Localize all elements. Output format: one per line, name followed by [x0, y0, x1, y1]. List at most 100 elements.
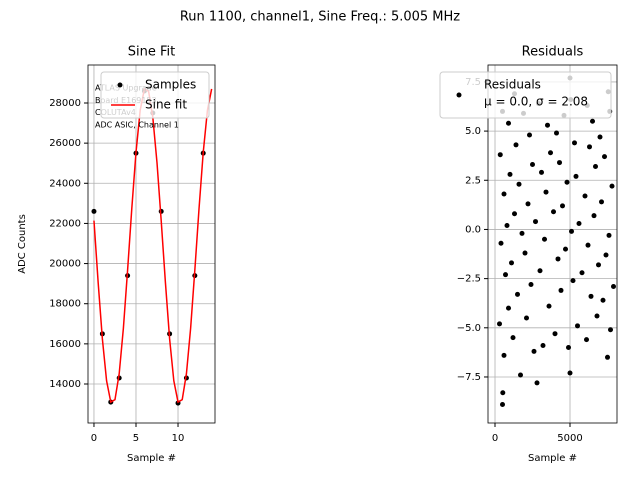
- data-point: [91, 208, 97, 214]
- y-tick-label: 26000: [49, 138, 81, 149]
- axes-frame: [487, 64, 618, 424]
- axes-title: Sine Fit: [128, 45, 175, 60]
- data-point: [509, 260, 515, 266]
- data-point: [546, 303, 552, 309]
- data-point: [593, 163, 599, 169]
- data-point: [600, 297, 606, 303]
- data-point: [539, 169, 545, 175]
- data-point: [527, 132, 533, 138]
- data-point: [579, 270, 585, 276]
- data-point: [525, 201, 531, 207]
- data-point: [585, 242, 591, 248]
- data-point: [528, 282, 534, 288]
- y-tick-label: 5.0: [465, 126, 481, 137]
- data-point: [497, 152, 503, 158]
- data-point: [537, 268, 543, 274]
- y-tick-label: 22000: [49, 218, 81, 229]
- legend-label: Samples: [145, 78, 196, 92]
- y-tick-label: 2.5: [465, 175, 481, 186]
- y-tick-label: 0.0: [465, 224, 481, 235]
- data-point: [563, 246, 569, 252]
- data-point: [603, 252, 609, 258]
- data-point: [507, 171, 513, 177]
- y-tick-label: 14000: [49, 379, 81, 390]
- y-axis-label: ADC Counts: [17, 214, 28, 274]
- data-point: [567, 370, 573, 376]
- data-point: [501, 191, 507, 197]
- y-tick-label: −7.5: [457, 372, 481, 383]
- data-point: [596, 262, 602, 268]
- figure-title: Run 1100, channel1, Sine Freq.: 5.005 MH…: [180, 10, 460, 25]
- data-point: [531, 348, 537, 354]
- annotation: ADC ASIC, Channel 1: [95, 120, 179, 129]
- data-point: [590, 118, 596, 124]
- data-point: [548, 150, 554, 156]
- y-tick-label: 18000: [49, 299, 81, 310]
- data-point: [503, 272, 509, 278]
- x-tick-label: 5: [133, 433, 139, 444]
- data-point: [566, 344, 572, 350]
- data-point: [570, 278, 576, 284]
- x-tick-label: 0: [492, 433, 498, 444]
- data-point: [594, 313, 600, 319]
- data-point: [545, 122, 551, 128]
- data-point: [519, 230, 525, 236]
- data-point: [500, 402, 506, 408]
- data-point: [591, 213, 597, 219]
- data-point: [609, 183, 615, 189]
- data-point: [522, 250, 528, 256]
- data-point: [542, 236, 548, 242]
- data-point: [500, 390, 506, 396]
- data-point: [512, 211, 518, 217]
- axes-frame: [87, 64, 216, 424]
- legend-box: [100, 71, 210, 119]
- legend-label: Residuals: [484, 78, 541, 92]
- data-point: [543, 189, 549, 195]
- data-point: [524, 315, 530, 321]
- data-point: [555, 256, 561, 262]
- data-point: [560, 203, 566, 209]
- legend-stats: μ = 0.0, σ = 2.08: [484, 95, 588, 109]
- data-point: [510, 335, 516, 341]
- data-point: [597, 134, 603, 140]
- data-point: [497, 321, 503, 327]
- data-point: [530, 162, 536, 168]
- data-point: [554, 130, 560, 136]
- data-point: [608, 327, 614, 333]
- y-tick-label: −5.0: [457, 323, 481, 334]
- x-tick-label: 10: [172, 433, 185, 444]
- x-axis-label: Sample #: [127, 453, 176, 464]
- data-point: [533, 219, 539, 225]
- x-tick-label: 5000: [557, 433, 582, 444]
- data-point: [534, 380, 540, 386]
- data-point: [498, 240, 504, 246]
- legend-box: [439, 71, 612, 119]
- data-point: [557, 160, 563, 166]
- x-tick-label: 0: [91, 433, 97, 444]
- data-point: [582, 193, 588, 199]
- data-point: [576, 221, 582, 227]
- fit-line: [93, 87, 213, 404]
- data-point: [599, 199, 605, 205]
- data-point: [506, 305, 512, 311]
- y-tick-label: −2.5: [457, 274, 481, 285]
- data-point: [575, 323, 581, 329]
- data-point: [540, 342, 546, 348]
- data-point: [552, 331, 558, 337]
- data-point: [513, 142, 519, 148]
- data-point: [558, 287, 564, 293]
- y-tick-label: 16000: [49, 339, 81, 350]
- data-point: [569, 228, 575, 234]
- data-point: [606, 232, 612, 238]
- data-point: [605, 354, 611, 360]
- data-point: [602, 154, 608, 160]
- data-point: [573, 173, 579, 179]
- data-point: [504, 223, 510, 229]
- data-point: [506, 120, 512, 126]
- y-tick-label: 28000: [49, 98, 81, 109]
- legend-label: Sine fit: [145, 98, 187, 112]
- data-point: [564, 179, 570, 185]
- legend-marker: [117, 82, 123, 88]
- data-point: [588, 293, 594, 299]
